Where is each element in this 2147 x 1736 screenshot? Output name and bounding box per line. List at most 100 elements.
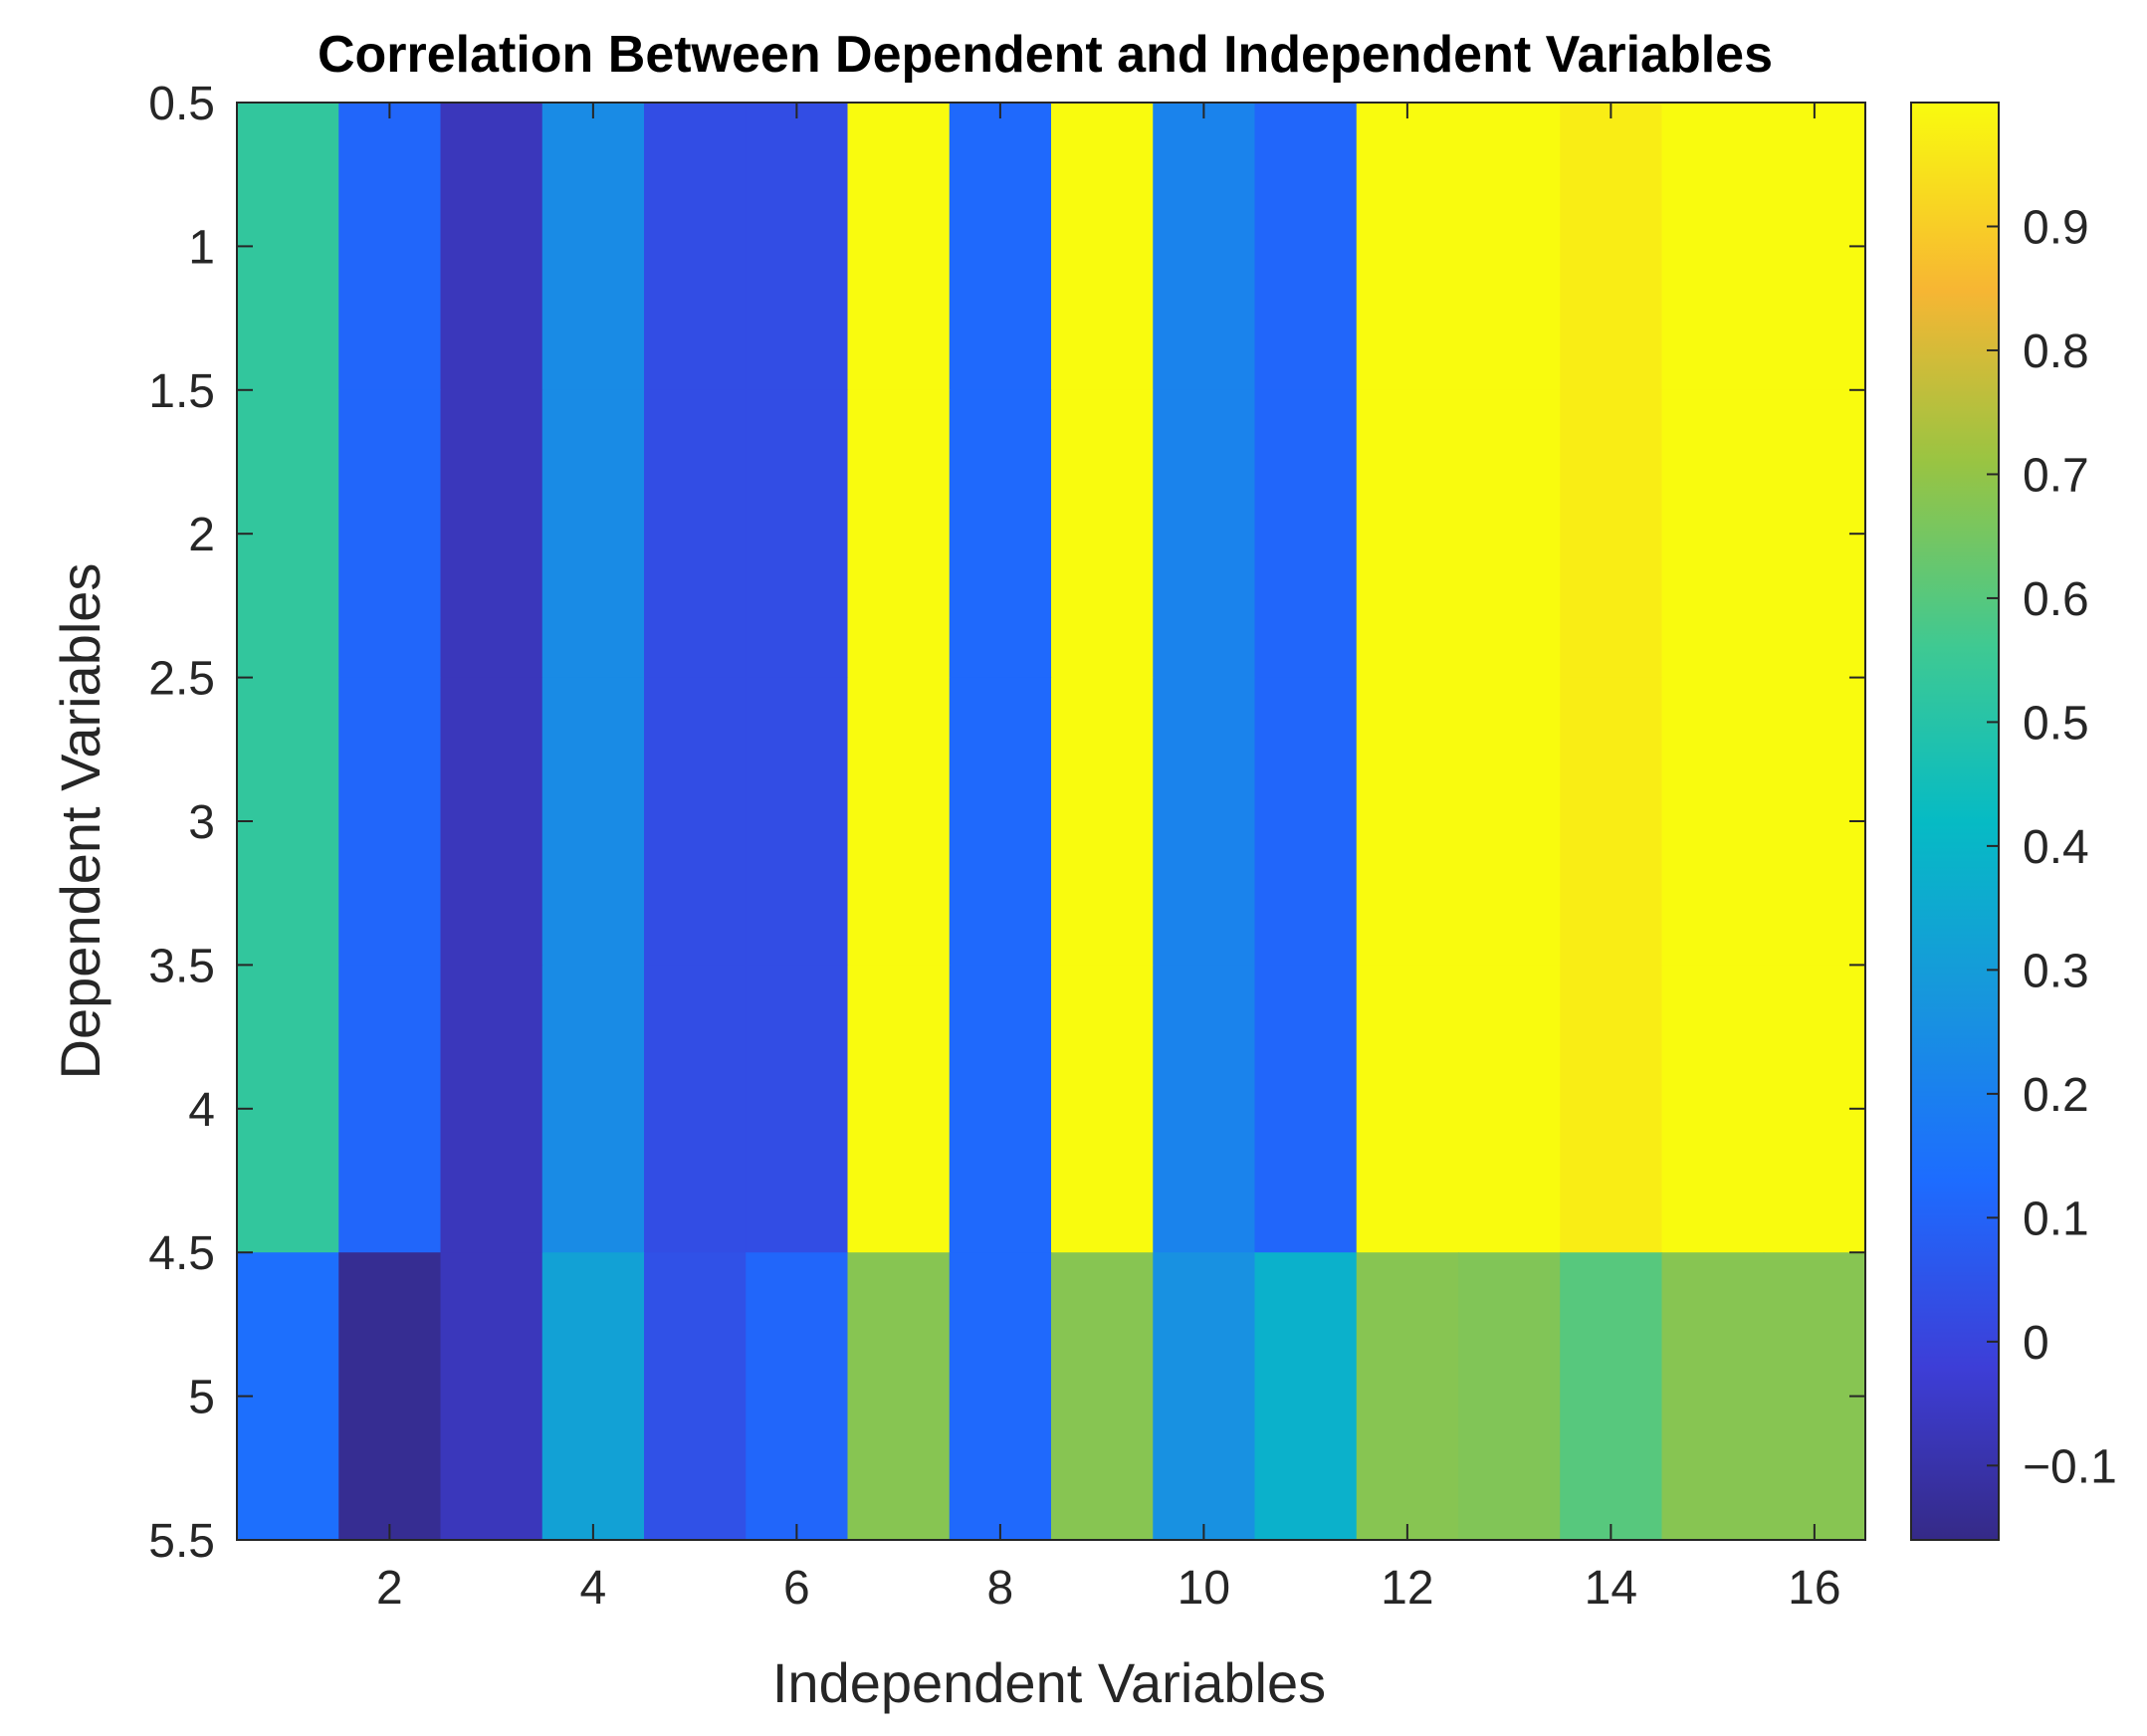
colorbar-tick-label: 0.9 <box>2023 201 2089 254</box>
y-tick-label: 0.5 <box>148 78 215 130</box>
x-tick-label: 8 <box>987 1562 1014 1615</box>
x-tick-label: 12 <box>1381 1562 1433 1615</box>
heatmap-cell <box>1153 389 1256 679</box>
x-tick-label: 2 <box>376 1562 403 1615</box>
heatmap-cell <box>949 103 1052 391</box>
heatmap-cell <box>1254 965 1358 1253</box>
colorbar-gradient <box>1910 102 2000 1541</box>
colorbar-tick-label: 0.8 <box>2023 326 2089 378</box>
heatmap-cell <box>541 103 645 391</box>
heatmap-cell <box>1458 965 1561 1253</box>
y-tick-label: 4 <box>188 1084 215 1137</box>
heatmap-cell <box>746 965 849 1253</box>
heatmap-cell <box>1356 389 1459 679</box>
heatmap-cell <box>1560 103 1663 391</box>
colorbar-tick-label: −0.1 <box>2023 1440 2117 1493</box>
y-tick-label: 2 <box>188 509 215 561</box>
heatmap-cell <box>1661 103 1765 391</box>
heatmap-cell <box>1254 389 1358 679</box>
heatmap-cell <box>1051 1252 1154 1541</box>
heatmap-cell <box>338 1252 442 1541</box>
heatmap-cell <box>541 965 645 1253</box>
heatmap-cell <box>541 389 645 679</box>
heatmap-cell <box>1458 103 1561 391</box>
heatmap-cell <box>644 965 747 1253</box>
heatmap-cell <box>1356 1252 1459 1541</box>
heatmap-cell <box>847 389 951 679</box>
heatmap-cell <box>1763 103 1866 391</box>
heatmap-cell <box>1763 965 1866 1253</box>
heatmap-cell <box>338 965 442 1253</box>
heatmap-cell <box>644 103 747 391</box>
heatmap-cell <box>1560 1252 1663 1541</box>
heatmap-cell <box>644 1252 747 1541</box>
heatmap-cell <box>1560 389 1663 679</box>
heatmap-cell <box>949 677 1052 966</box>
x-tick-label: 10 <box>1178 1562 1230 1615</box>
heatmap-cell <box>1254 103 1358 391</box>
heatmap-cell <box>1356 965 1459 1253</box>
heatmap-cell <box>1356 677 1459 966</box>
heatmap-cell <box>440 965 543 1253</box>
heatmap-cell <box>440 389 543 679</box>
heatmap-cell <box>237 965 339 1253</box>
heatmap-cell <box>1661 1252 1765 1541</box>
heatmap-cell <box>1661 389 1765 679</box>
y-tick-label: 3 <box>188 796 215 849</box>
heatmap-cell <box>644 389 747 679</box>
x-tick-label: 6 <box>783 1562 810 1615</box>
x-axis-label: Independent Variables <box>772 1651 1326 1714</box>
colorbar-tick-label: 0.3 <box>2023 945 2089 997</box>
heatmap-cell <box>1153 1252 1256 1541</box>
x-tick-label: 4 <box>580 1562 607 1615</box>
heatmap-cell <box>237 389 339 679</box>
y-tick-label: 1 <box>188 221 215 274</box>
heatmap-cell <box>1661 677 1765 966</box>
heatmap-cell <box>1661 965 1765 1253</box>
heatmap-cell <box>746 677 849 966</box>
heatmap-cell <box>440 677 543 966</box>
heatmap-cell <box>541 1252 645 1541</box>
heatmap-cell <box>1051 677 1154 966</box>
chart-title: Correlation Between Dependent and Indepe… <box>318 26 1773 84</box>
y-tick-label: 5 <box>188 1372 215 1424</box>
colorbar-tick-label: 0.5 <box>2023 697 2089 750</box>
heatmap-cell <box>1763 677 1866 966</box>
heatmap-cell <box>1051 103 1154 391</box>
heatmap-cell <box>746 1252 849 1541</box>
heatmap-cell <box>1560 965 1663 1253</box>
colorbar-tick-label: 0.2 <box>2023 1069 2089 1122</box>
heatmap-cell <box>949 1252 1052 1541</box>
heatmap-cell <box>1153 965 1256 1253</box>
heatmap-cell <box>1051 965 1154 1253</box>
heatmap-cell <box>949 389 1052 679</box>
colorbar-tick-label: 0.4 <box>2023 821 2089 874</box>
x-tick-label: 14 <box>1585 1562 1637 1615</box>
y-axis-label: Dependent Variables <box>49 563 111 1080</box>
heatmap-cell <box>1254 677 1358 966</box>
heatmap-cell <box>1153 677 1256 966</box>
y-tick-label: 5.5 <box>148 1515 215 1568</box>
heatmap-cell <box>1763 1252 1866 1541</box>
heatmap-cell <box>237 677 339 966</box>
heatmap-cell <box>1458 389 1561 679</box>
colorbar-tick-label: 0.1 <box>2023 1193 2089 1245</box>
heatmap-cell <box>847 1252 951 1541</box>
heatmap-cell <box>644 677 747 966</box>
y-tick-label: 4.5 <box>148 1227 215 1280</box>
colorbar-tick-label: 0.7 <box>2023 449 2089 502</box>
heatmap-cell <box>1153 103 1256 391</box>
heatmap-cell <box>541 677 645 966</box>
heatmap-cell <box>1356 103 1459 391</box>
heatmap-cell <box>746 389 849 679</box>
heatmap-cell <box>338 677 442 966</box>
heatmap-cell <box>440 103 543 391</box>
heatmap-cell <box>338 389 442 679</box>
y-tick-label: 3.5 <box>148 940 215 992</box>
x-tick-label: 16 <box>1788 1562 1840 1615</box>
colorbar-tick-label: 0.6 <box>2023 573 2089 626</box>
heatmap-cell <box>1051 389 1154 679</box>
axes: 2 4 6 8 10 12 14 16 0.5 1 1.5 2 2.5 3 3.5 4 4.5 5 5.5 <box>148 78 1866 1615</box>
